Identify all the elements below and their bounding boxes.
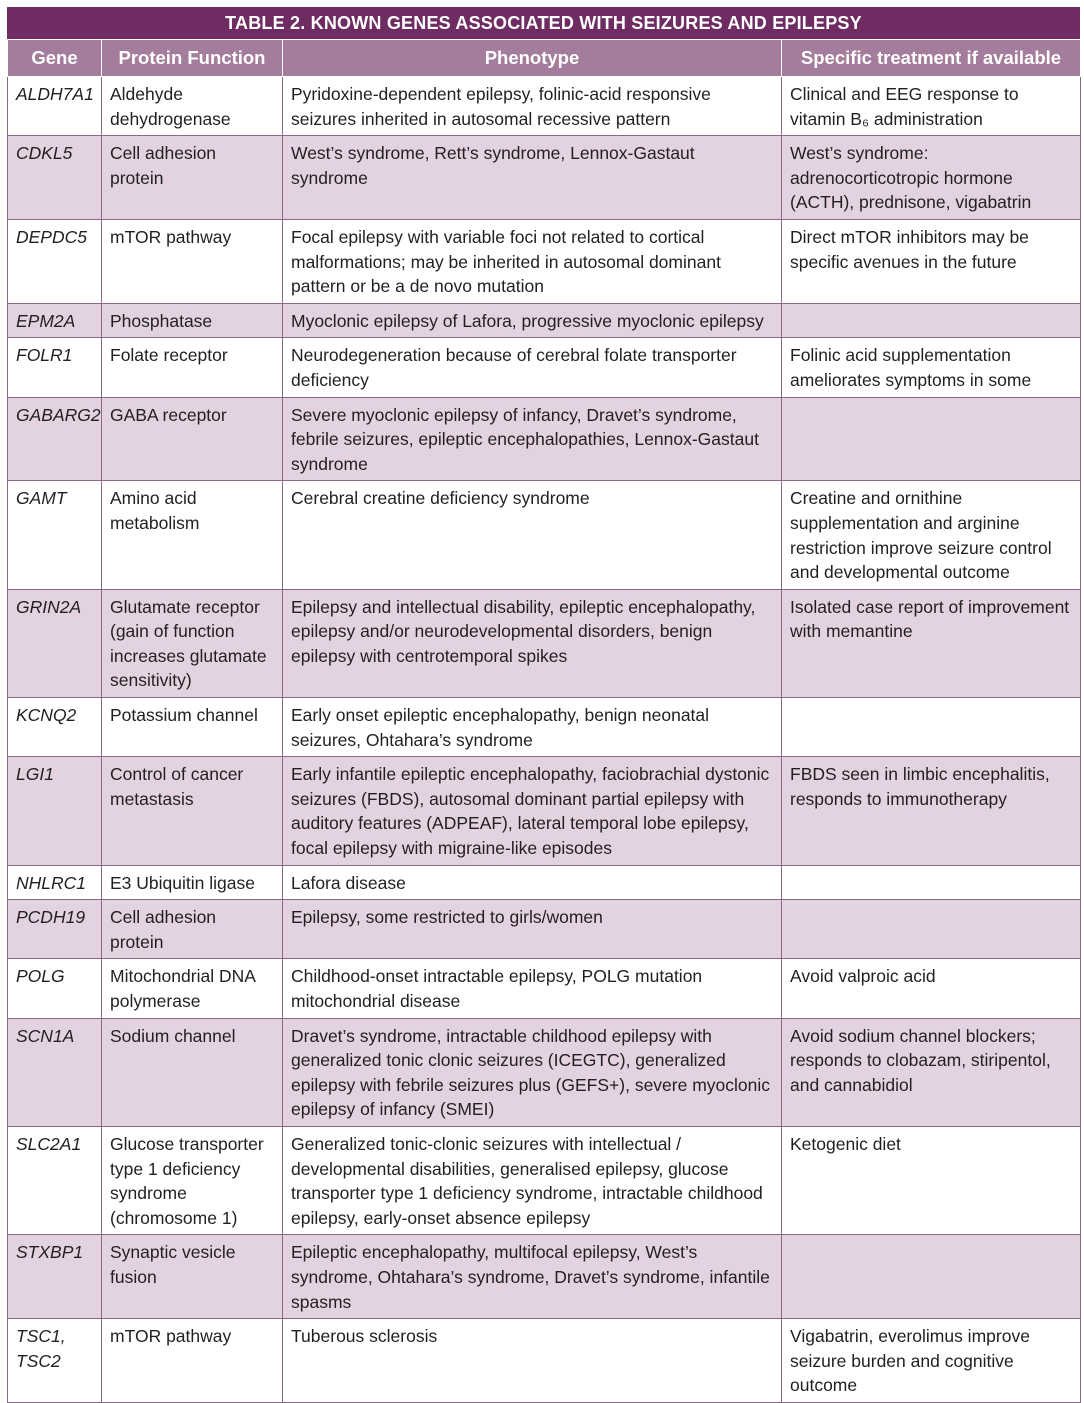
phenotype-cell: Childhood-onset intractable epilepsy, PO…: [282, 958, 782, 1019]
column-header: Phenotype: [282, 39, 782, 77]
phenotype-cell: Pyridoxine-dependent epilepsy, folinic-a…: [282, 75, 782, 137]
table-row: GABARG2 GABA receptor Severe myoclonic epi…: [7, 396, 1081, 482]
phenotype-cell: Myoclonic epilepsy of Lafora, progressiv…: [282, 302, 782, 339]
table-row: SLC2A1 Glucose transporter type 1 deficie…: [7, 1125, 1081, 1236]
protein-function-cell: Control of cancer metastasis: [101, 756, 283, 866]
protein-function-cell: Mitochondrial DNA polymerase: [101, 958, 283, 1019]
table-row: PCDH19 Cell adhesion protein Epilepsy, som…: [7, 899, 1081, 960]
treatment-cell: Avoid sodium channel blockers; responds …: [781, 1017, 1081, 1127]
column-header: Protein Function: [101, 39, 283, 77]
gene-cell: SLC2A1: [7, 1125, 102, 1236]
treatment-cell: Vigabatrin, everolimus improve seizure b…: [781, 1318, 1081, 1403]
gene-cell: TSC1, TSC2: [7, 1318, 102, 1403]
protein-function-cell: Amino acid metabolism: [101, 480, 283, 590]
table-row: KCNQ2 Potassium channel Early onset epilep…: [7, 697, 1081, 758]
treatment-cell: Ketogenic diet: [781, 1125, 1081, 1236]
table-row: STXBP1 Synaptic vesicle fusion Epileptic e…: [7, 1234, 1081, 1320]
protein-function-cell: Potassium channel: [101, 697, 283, 758]
table-row: NHLRC1 E3 Ubiquitin ligase Lafora disease: [7, 864, 1081, 901]
phenotype-cell: Neurodegeneration because of cerebral fo…: [282, 337, 782, 398]
gene-table: Gene Protein Function Phenotype Specific tr…: [7, 39, 1081, 1403]
column-header: Gene: [7, 39, 102, 77]
table-row: FOLR1 Folate receptor Neurodegeneration be…: [7, 337, 1081, 398]
protein-function-cell: mTOR pathway: [101, 218, 283, 304]
protein-function-cell: Glucose transporter type 1 deficiency sy…: [101, 1125, 283, 1236]
treatment-cell: West’s syndrome: adrenocorticotropic hor…: [781, 135, 1081, 220]
gene-cell: CDKL5: [7, 135, 102, 220]
gene-cell: FOLR1: [7, 337, 102, 398]
phenotype-cell: Epileptic encephalopathy, multifocal epi…: [282, 1234, 782, 1320]
treatment-cell: [781, 396, 1081, 482]
phenotype-cell: Epilepsy, some restricted to girls/women: [282, 899, 782, 960]
protein-function-cell: Cell adhesion protein: [101, 899, 283, 960]
treatment-cell: [781, 697, 1081, 758]
table-row: POLG Mitochondrial DNA polymerase Childhoo…: [7, 958, 1081, 1019]
table-container: TABLE 2. KNOWN GENES ASSOCIATED WITH SEI…: [7, 7, 1081, 1403]
protein-function-cell: Phosphatase: [101, 302, 283, 339]
treatment-cell: Direct mTOR inhibitors may be specific a…: [781, 218, 1081, 304]
phenotype-cell: Epilepsy and intellectual disability, ep…: [282, 588, 782, 699]
treatment-cell: [781, 302, 1081, 339]
protein-function-cell: GABA receptor: [101, 396, 283, 482]
treatment-cell: FBDS seen in limbic encephalitis, respon…: [781, 756, 1081, 866]
phenotype-cell: West’s syndrome, Rett’s syndrome, Lennox…: [282, 135, 782, 220]
table-row: LGI1 Control of cancer metastasis Early in…: [7, 756, 1081, 866]
table-row: TSC1, TSC2 mTOR pathway Tuberous sclerosis…: [7, 1318, 1081, 1403]
phenotype-cell: Lafora disease: [282, 864, 782, 901]
protein-function-cell: E3 Ubiquitin ligase: [101, 864, 283, 901]
table-title: TABLE 2. KNOWN GENES ASSOCIATED WITH SEI…: [7, 7, 1080, 39]
phenotype-cell: Focal epilepsy with variable foci not re…: [282, 218, 782, 304]
table-row: EPM2A Phosphatase Myoclonic epilepsy of La…: [7, 302, 1081, 339]
phenotype-cell: Generalized tonic-clonic seizures with i…: [282, 1125, 782, 1236]
gene-cell: STXBP1: [7, 1234, 102, 1320]
gene-cell: PCDH19: [7, 899, 102, 960]
phenotype-cell: Early infantile epileptic encephalopathy…: [282, 756, 782, 866]
protein-function-cell: Folate receptor: [101, 337, 283, 398]
protein-function-cell: Glutamate receptor (gain of function inc…: [101, 588, 283, 699]
treatment-cell: Isolated case report of improvement with…: [781, 588, 1081, 699]
protein-function-cell: mTOR pathway: [101, 1318, 283, 1403]
treatment-cell: Creatine and ornithine supplementation a…: [781, 480, 1081, 590]
header-row: Gene Protein Function Phenotype Specific tr…: [7, 39, 1081, 77]
gene-cell: EPM2A: [7, 302, 102, 339]
phenotype-cell: Tuberous sclerosis: [282, 1318, 782, 1403]
table-body: ALDH7A1 Aldehyde dehydrogenase Pyridoxine-…: [7, 75, 1081, 1403]
gene-cell: SCN1A: [7, 1017, 102, 1127]
phenotype-cell: Cerebral creatine deficiency syndrome: [282, 480, 782, 590]
phenotype-cell: Dravet’s syndrome, intractable childhood…: [282, 1017, 782, 1127]
table-row: GAMT Amino acid metabolism Cerebral creati…: [7, 480, 1081, 590]
table-row: ALDH7A1 Aldehyde dehydrogenase Pyridoxine-…: [7, 75, 1081, 137]
treatment-cell: Clinical and EEG response to vitamin B₆ …: [781, 75, 1081, 137]
protein-function-cell: Aldehyde dehydrogenase: [101, 75, 283, 137]
gene-cell: KCNQ2: [7, 697, 102, 758]
gene-cell: NHLRC1: [7, 864, 102, 901]
phenotype-cell: Early onset epileptic encephalopathy, be…: [282, 697, 782, 758]
table-row: SCN1A Sodium channel Dravet’s syndrome, in…: [7, 1017, 1081, 1127]
treatment-cell: Avoid valproic acid: [781, 958, 1081, 1019]
protein-function-cell: Sodium channel: [101, 1017, 283, 1127]
page: {"header": {"title": "TABLE 2. KNOWN GEN…: [7, 7, 1081, 1403]
table-row: DEPDC5 mTOR pathway Focal epilepsy with va…: [7, 218, 1081, 304]
protein-function-cell: Synaptic vesicle fusion: [101, 1234, 283, 1320]
gene-cell: GRIN2A: [7, 588, 102, 699]
gene-cell: DEPDC5: [7, 218, 102, 304]
protein-function-cell: Cell adhesion protein: [101, 135, 283, 220]
gene-cell: ALDH7A1: [7, 75, 102, 137]
gene-cell: LGI1: [7, 756, 102, 866]
gene-cell: GAMT: [7, 480, 102, 590]
table-row: GRIN2A Glutamate receptor (gain of functi…: [7, 588, 1081, 699]
table-row: CDKL5 Cell adhesion protein West’s syndrom…: [7, 135, 1081, 220]
treatment-cell: [781, 864, 1081, 901]
gene-cell: GABARG2: [7, 396, 102, 482]
treatment-cell: [781, 899, 1081, 960]
phenotype-cell: Severe myoclonic epilepsy of infancy, Dr…: [282, 396, 782, 482]
gene-cell: POLG: [7, 958, 102, 1019]
treatment-cell: Folinic acid supplementation ameliorates…: [781, 337, 1081, 398]
column-header: Specific treatment if available: [781, 39, 1081, 77]
treatment-cell: [781, 1234, 1081, 1320]
